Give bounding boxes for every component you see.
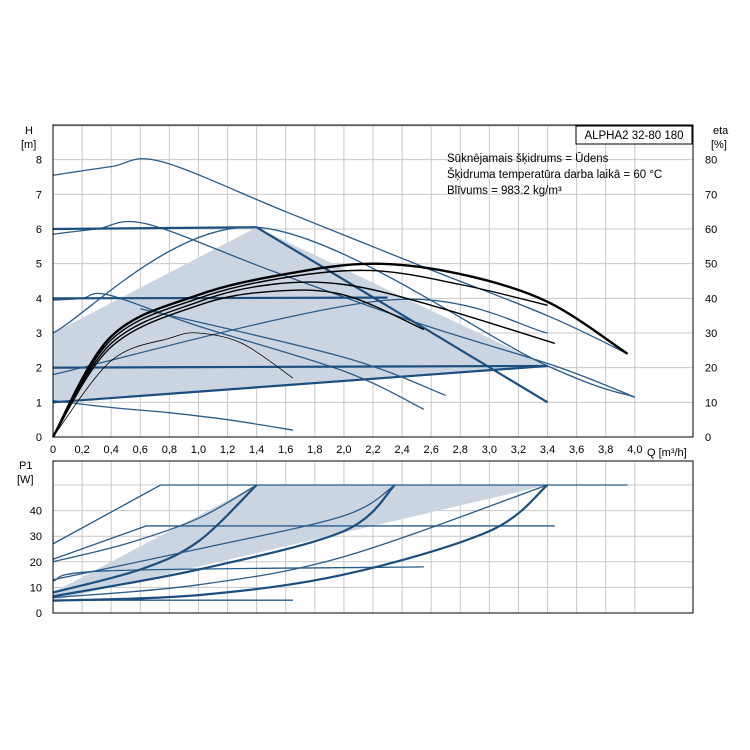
eta-y-tick-label: 0: [705, 432, 711, 444]
power-y-tick-label: 20: [30, 557, 42, 569]
efficiency-curve-eta-min: [52, 332, 294, 438]
head-curve-prop-pressure-low: [52, 364, 548, 404]
head-y-tick-label: 7: [36, 189, 42, 201]
power-curve-p-const-pressure-6: [52, 484, 258, 594]
head-plot-frame: [52, 124, 694, 438]
x-tick-label: 0,4: [104, 444, 119, 456]
x-tick-label: 1,0: [191, 444, 206, 456]
head-curve-max-speed: [52, 158, 628, 355]
power-y-tick-label: 0: [36, 608, 42, 620]
x-tick-label: 1,4: [249, 444, 264, 456]
x-tick-label: 2,0: [336, 444, 351, 456]
x-tick-label: 2,4: [394, 444, 409, 456]
power-y-tick-label: 30: [30, 531, 42, 543]
eta-y-tick-label: 10: [705, 397, 717, 409]
info-density: Blīvums = 983.2 kg/m³: [447, 185, 562, 197]
power-curve-p-const-pressure-4: [52, 484, 396, 598]
eta-y-tick-label: 60: [705, 224, 717, 236]
power-curve-p-speed-2: [52, 525, 555, 560]
power-y-tick-label: 10: [30, 582, 42, 594]
head-y-tick-label: 6: [36, 224, 42, 236]
power-curve-p-max-speed: [52, 484, 628, 545]
eta-y-tick-label: 40: [705, 293, 717, 305]
power-curves: [52, 484, 628, 602]
eta-axis-unit: [%]: [711, 139, 727, 151]
power-y-tick-label: 40: [30, 506, 42, 518]
power-curve-p-speed-3: [52, 566, 424, 582]
info-fluid: Sūknējamais šķidrums = Ūdens: [447, 153, 609, 165]
eta-y-ticks: 0 10 20 30 40 50 60 70 80: [705, 155, 717, 444]
head-curve-prop-pressure-high: [52, 226, 636, 398]
head-curve-const-pressure-2: [52, 364, 548, 369]
head-y-tick-label: 1: [36, 397, 42, 409]
head-axis-label: H: [25, 125, 33, 137]
power-axis-unit: [W]: [17, 474, 34, 486]
head-x-ticks: 0 0,2 0,4 0,6 0,8 1,0 1,2 1,4 1,6 1,8 2,0 2,2 2,4 2,6…: [50, 444, 643, 456]
power-curve-p-const-pressure-2: [52, 484, 549, 602]
eta-y-tick-label: 80: [705, 155, 717, 167]
x-tick-label: 1,2: [220, 444, 235, 456]
power-curve-p-prop-low: [52, 484, 548, 599]
power-y-ticks: 0 10 20 30 40: [30, 506, 42, 620]
power-chart: 0 10 20 30 40 P1 [W]: [17, 460, 694, 620]
x-tick-label: 2,8: [453, 444, 468, 456]
head-y-tick-label: 0: [36, 432, 42, 444]
efficiency-curve-eta-4: [52, 289, 425, 438]
head-curve-min-speed: [52, 399, 294, 431]
power-curve-p-prop-mid: [52, 484, 396, 581]
eta-y-tick-label: 20: [705, 363, 717, 375]
head-curve-branch-1: [256, 226, 549, 404]
eta-y-tick-label: 30: [705, 328, 717, 340]
efficiency-curve-eta-max: [51, 262, 629, 438]
head-y-ticks: 0 1 2 3 4 5 6 7 8: [36, 155, 42, 444]
head-chart: 0 0,2 0,4 0,6 0,8 1,0 1,2 1,4 1,6 1,8 2,0 2,2 2,4 2,6…: [21, 124, 729, 459]
x-tick-label: 0,2: [74, 444, 89, 456]
x-tick-label: 3,4: [540, 444, 555, 456]
x-tick-label: 3,0: [482, 444, 497, 456]
power-operating-area: [53, 485, 548, 601]
x-tick-label: 2,6: [424, 444, 439, 456]
x-tick-label: 3,6: [569, 444, 584, 456]
x-tick-label: 0: [50, 444, 56, 456]
info-temperature: Šķidruma temperatūra darba laikā = 60 °C: [447, 168, 662, 181]
head-y-tick-label: 5: [36, 259, 42, 271]
efficiency-curve-eta-2: [52, 269, 548, 438]
eta-axis-label: eta: [713, 125, 729, 137]
eta-y-tick-label: 70: [705, 189, 717, 201]
power-curve-p-prop-high: [52, 484, 257, 563]
eta-y-tick-label: 50: [705, 259, 717, 271]
x-tick-label: 2,2: [365, 444, 380, 456]
head-y-tick-label: 2: [36, 363, 42, 375]
model-title: ALPHA2 32-80 180: [584, 130, 683, 142]
power-plot-frame: [52, 460, 694, 614]
x-tick-label: 3,8: [598, 444, 613, 456]
power-axis-label: P1: [19, 460, 32, 472]
head-curve-branch-2: [140, 308, 446, 397]
head-y-tick-label: 4: [36, 293, 42, 305]
x-tick-label: 1,8: [307, 444, 322, 456]
x-tick-label: 0,8: [162, 444, 177, 456]
x-tick-label: 1,6: [278, 444, 293, 456]
head-axis-unit: [m]: [21, 139, 36, 151]
head-curve-const-pressure-4: [52, 296, 388, 300]
head-curve-const-pressure-6: [52, 226, 257, 231]
flow-axis-label: Q [m³/h]: [647, 447, 687, 459]
head-y-tick-label: 8: [36, 155, 42, 167]
efficiency-curves: [51, 262, 629, 438]
x-tick-label: 0,6: [133, 444, 148, 456]
head-y-tick-label: 3: [36, 328, 42, 340]
model-title-box: [575, 125, 693, 145]
x-tick-label: 4,0: [627, 444, 642, 456]
efficiency-curve-eta-3: [52, 281, 556, 438]
x-tick-label: 3,2: [511, 444, 526, 456]
